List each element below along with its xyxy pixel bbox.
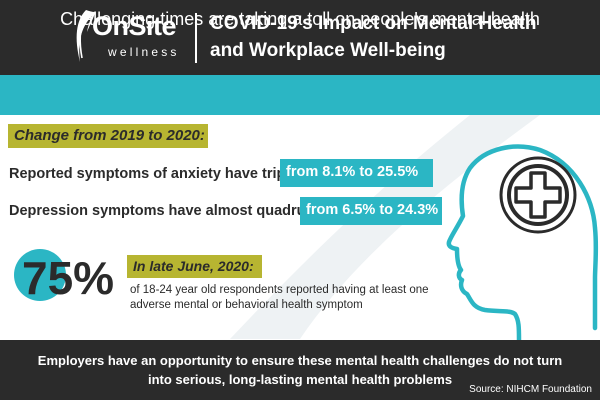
head-profile-icon bbox=[446, 144, 599, 340]
percent-circle bbox=[14, 249, 66, 301]
depression-stat-highlight: from 6.5% to 24.3% bbox=[300, 197, 442, 225]
footer-message: Employers have an opportunity to ensure … bbox=[37, 353, 563, 387]
logo-tagline: wellness bbox=[108, 45, 180, 59]
header-divider bbox=[195, 13, 197, 63]
june-description: of 18-24 year old respondents reported h… bbox=[130, 284, 429, 311]
depression-stat-text: Depression symptoms have almost quadrupl… bbox=[9, 203, 336, 219]
anxiety-stat-highlight: from 8.1% to 25.5% bbox=[280, 159, 433, 187]
page-title: COVID-19's Impact on Mental Health and W… bbox=[210, 10, 590, 64]
banner-text: Challenging times are taking a toll on p… bbox=[60, 9, 540, 29]
june-tag: In late June, 2020: bbox=[127, 255, 262, 278]
change-period-tag: Change from 2019 to 2020: bbox=[8, 124, 208, 148]
source-credit: Source: NIHCM Foundation bbox=[469, 384, 592, 395]
anxiety-stat-text: Reported symptoms of anxiety have triple… bbox=[9, 166, 307, 182]
header-bar bbox=[0, 0, 600, 75]
big-percent: 75% bbox=[22, 252, 115, 304]
medical-cross-icon bbox=[499, 156, 577, 234]
title-line-2: and Workplace Well-being bbox=[210, 40, 446, 61]
logo-wordmark: OnSite bbox=[92, 11, 177, 41]
title-line-1: COVID-19's Impact on Mental Health bbox=[210, 13, 537, 34]
subtitle-banner bbox=[0, 75, 600, 115]
leaf-logo-icon bbox=[76, 10, 95, 62]
background-swoosh bbox=[230, 115, 540, 339]
footer-bar bbox=[0, 340, 600, 400]
